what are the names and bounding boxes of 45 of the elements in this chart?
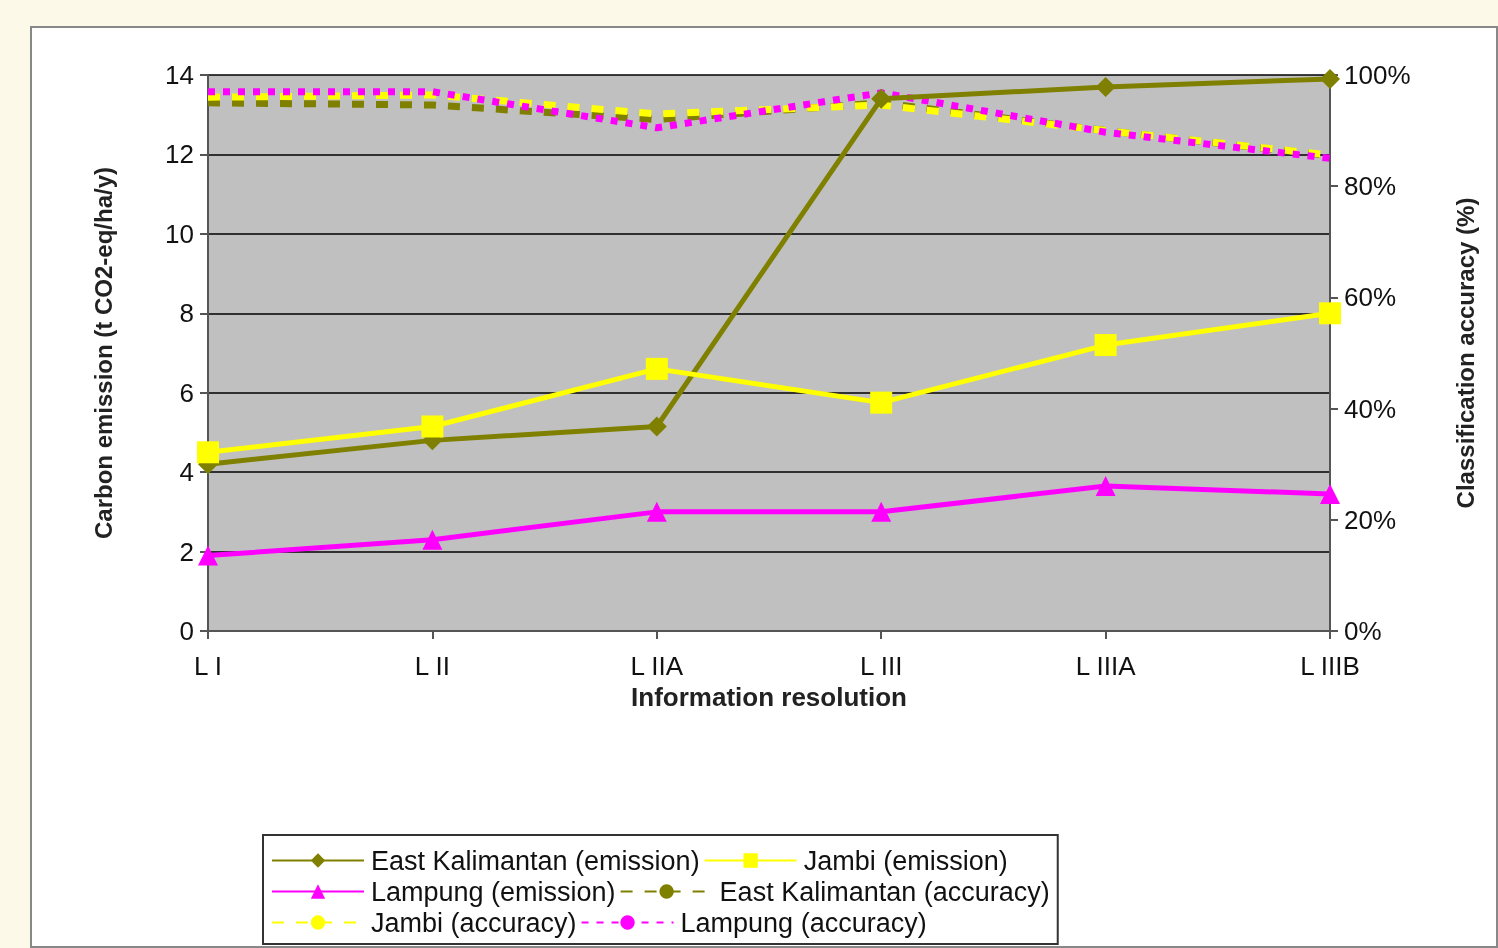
x-tick-label: L III: [860, 651, 903, 681]
point: [871, 88, 892, 109]
point: [1320, 68, 1340, 89]
x-tick-label: L IIIA: [1075, 651, 1137, 681]
point: [1319, 302, 1341, 325]
point: [422, 529, 443, 550]
legend-label: Jambi (accuracy): [371, 907, 577, 938]
point: [197, 441, 219, 464]
y2-tick-label: 0%: [1344, 616, 1382, 646]
x-tick-label: L IIA: [630, 651, 684, 681]
y2-tick-label: 60%: [1344, 282, 1397, 313]
point: [871, 501, 892, 522]
y-tick-label: 10: [165, 218, 194, 249]
point: [198, 545, 218, 566]
legend-label: East Kalimantan (emission): [371, 845, 700, 876]
point: [645, 357, 668, 380]
legend-label: East Kalimantan (accuracy): [719, 876, 1050, 907]
point: [646, 501, 667, 522]
x-axis-title: Information resolution: [631, 681, 907, 712]
point: [1094, 334, 1117, 357]
y-tick-label: 2: [179, 536, 194, 567]
y-tick-label: 8: [179, 298, 194, 329]
y-axis-title: Carbon emission (t CO2-eq/ha/y): [89, 166, 117, 540]
point: [1095, 476, 1116, 497]
y-tick-label: 6: [179, 377, 194, 408]
point: [646, 416, 667, 437]
point: [870, 391, 893, 414]
point: [421, 415, 444, 438]
legend-label: Lampung (emission): [371, 876, 616, 907]
y2-axis-title: Classification accuracy (%): [1451, 197, 1479, 509]
y-tick-label: 0: [179, 616, 194, 646]
y-tick-label: 4: [179, 457, 194, 488]
y2-tick-label: 40%: [1344, 393, 1397, 424]
point: [1320, 483, 1340, 504]
point: [1095, 76, 1116, 97]
y2-tick-label: 100%: [1344, 60, 1411, 90]
x-tick-label: L IIIB: [1300, 651, 1360, 681]
x-tick-label: L I: [194, 651, 222, 681]
y-tick-label: 14: [165, 60, 194, 90]
y2-tick-label: 20%: [1344, 504, 1397, 535]
legend-label: Lampung (accuracy): [680, 907, 927, 938]
y2-tick-label: 80%: [1344, 171, 1397, 202]
legend-label: Jambi (emission): [803, 845, 1008, 876]
y-tick-label: 12: [165, 139, 194, 170]
x-tick-label: L II: [414, 651, 450, 681]
